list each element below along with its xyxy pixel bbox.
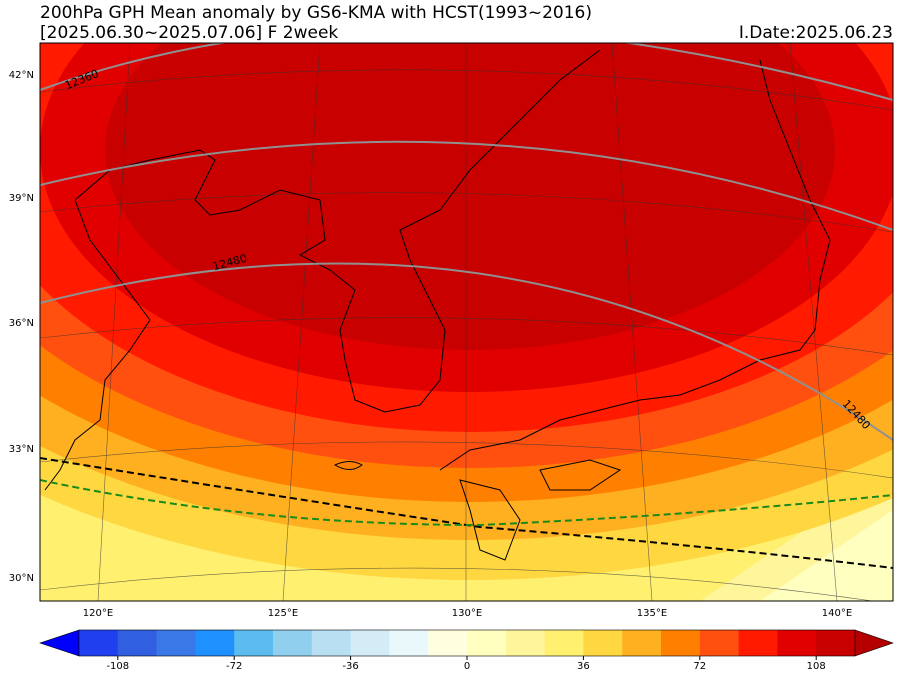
coastline-korea xyxy=(74,49,601,413)
colorbar-tick-label: -108 xyxy=(106,661,129,672)
colorbar-segment xyxy=(350,630,390,656)
field-band xyxy=(105,43,835,350)
colorbar-segment xyxy=(311,630,352,656)
lat-label: 33°N xyxy=(9,444,34,455)
contour-line xyxy=(40,43,893,101)
colorbar-tick-label: -36 xyxy=(342,661,358,672)
lon-label: 135°E xyxy=(637,608,667,619)
lon-label: 120°E xyxy=(83,608,113,619)
colorbar-segment xyxy=(661,630,701,656)
colorbar-extend-over xyxy=(854,629,894,657)
contours xyxy=(40,43,893,441)
colorbar-segment xyxy=(505,630,546,656)
lat-label: 42°N xyxy=(9,70,34,81)
colorbar-tick-label: 108 xyxy=(807,661,826,672)
colorbar-segment xyxy=(544,630,584,656)
lon-line xyxy=(789,43,838,601)
lon-label: 125°E xyxy=(268,608,298,619)
colorbar-segment xyxy=(467,630,507,656)
colorbar-segment xyxy=(273,630,313,656)
lon-line xyxy=(611,43,653,601)
colorbar-segment xyxy=(195,630,235,656)
colorbar-segment xyxy=(738,630,778,656)
colorbar-segment xyxy=(816,630,856,656)
map-frame xyxy=(39,42,894,602)
lon-label: 140°E xyxy=(822,608,852,619)
lat-label: 36°N xyxy=(9,318,34,329)
lat-label: 39°N xyxy=(9,193,34,204)
map-title: 200hPa GPH Mean anomaly by GS6-KMA with … xyxy=(40,3,592,23)
init-date: I.Date:2025.06.23 xyxy=(739,23,893,43)
colorbar-segment xyxy=(428,630,468,656)
coastline-china xyxy=(44,199,151,491)
lon-label: 130°E xyxy=(452,608,482,619)
colorbar-segment xyxy=(583,630,623,656)
colorbar-segment xyxy=(389,630,429,656)
dashed-line-green xyxy=(40,479,893,527)
colorbar-segment xyxy=(117,630,158,656)
colorbar-tick-label: -72 xyxy=(226,661,242,672)
field-band xyxy=(760,510,893,601)
contour-line xyxy=(40,262,893,441)
lon-line xyxy=(282,43,321,601)
colorbar-segment xyxy=(699,630,740,656)
colorbar-tick-label: 72 xyxy=(693,661,706,672)
colorbar-segment xyxy=(79,630,119,656)
coastline xyxy=(44,49,831,561)
forecast-period: [2025.06.30~2025.07.06] F 2week xyxy=(40,23,338,43)
colorbar-segment xyxy=(156,630,196,656)
coastline-shikoku xyxy=(539,459,622,491)
colorbar-extend-under xyxy=(39,629,80,657)
dashed-line-black xyxy=(40,457,893,569)
coastline-kyushu xyxy=(459,479,521,561)
lon-line xyxy=(97,43,131,601)
contour-line xyxy=(40,140,893,231)
coastline-japan xyxy=(439,59,831,471)
colorbar: -108 -72 -36 0 36 72 108 xyxy=(39,629,894,672)
colorbar-tick-label: 36 xyxy=(577,661,590,672)
lat-label: 30°N xyxy=(9,573,34,584)
colorbar-segment xyxy=(622,630,662,656)
colorbar-tick-label: 0 xyxy=(464,661,470,672)
island-jeju xyxy=(333,461,363,470)
map-overlay xyxy=(40,43,893,601)
graticule xyxy=(40,43,893,601)
colorbar-segment xyxy=(777,630,817,656)
colorbar-segment xyxy=(234,630,274,656)
